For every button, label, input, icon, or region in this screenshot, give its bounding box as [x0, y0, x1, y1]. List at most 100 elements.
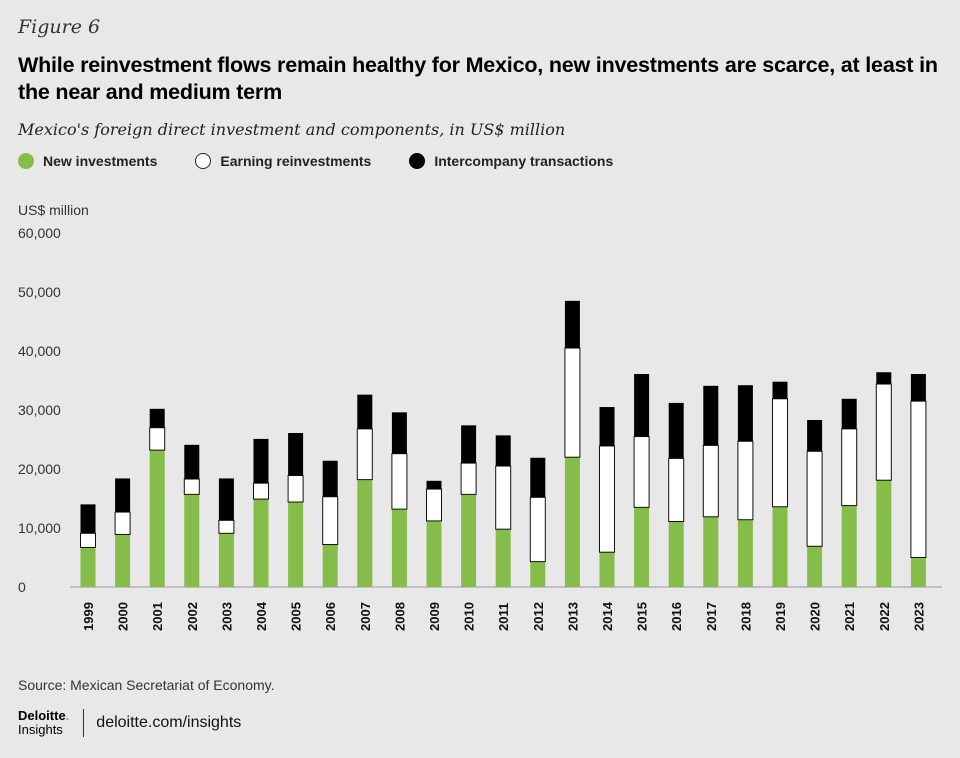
bar-earning-reinvestments-2018 [737, 440, 754, 521]
y-tick-label: 50,000 [18, 284, 61, 300]
bar-earning-reinvestments-2021 [841, 428, 858, 507]
x-tick-label: 2007 [358, 602, 373, 631]
figure-label: Figure 6 [18, 16, 101, 38]
x-tick-label: 2000 [116, 602, 131, 631]
bar-new-investments-2017 [703, 516, 719, 587]
bar-earning-reinvestments-1999 [80, 532, 96, 548]
bar-intercompany-transactions-2008 [391, 412, 407, 454]
brand-dot: . [65, 708, 70, 723]
bar-intercompany-transactions-2017 [703, 385, 719, 446]
bar-intercompany-transactions-2014 [599, 407, 615, 446]
y-tick-label: 20,000 [18, 461, 61, 477]
bar-earning-reinvestments-2006 [322, 496, 339, 546]
bar-earning-reinvestments-2000 [114, 511, 131, 535]
bar-new-investments-2004 [253, 499, 269, 587]
x-tick-label: 2008 [392, 602, 407, 631]
y-tick-label: 30,000 [18, 402, 61, 418]
chart-subtitle: Mexico's foreign direct investment and c… [18, 120, 566, 139]
x-tick-label: 2017 [704, 602, 719, 631]
legend-swatch-new-investments [18, 153, 34, 169]
bar-new-investments-2016 [668, 521, 684, 587]
bar-intercompany-transactions-1999 [80, 504, 96, 534]
site-link[interactable]: deloitte.com/insights [96, 714, 242, 731]
bar-intercompany-transactions-2012 [530, 457, 546, 498]
legend-swatch-intercompany-transactions [409, 153, 426, 169]
bar-new-investments-2008 [391, 509, 407, 587]
legend-item-earning-reinvestments: Earning reinvestments [195, 153, 371, 169]
bar-new-investments-2005 [288, 502, 304, 587]
legend-label: Intercompany transactions [434, 153, 614, 169]
bar-earning-reinvestments-2013 [564, 347, 581, 458]
x-tick-label: 1999 [81, 602, 96, 631]
legend-label: Earning reinvestments [220, 153, 372, 169]
bar-intercompany-transactions-2022 [876, 372, 892, 385]
x-tick-label: 2020 [808, 602, 823, 631]
x-tick-label: 2010 [462, 602, 477, 631]
bar-earning-reinvestments-2014 [599, 445, 615, 553]
y-axis-label: US$ million [18, 202, 89, 218]
x-tick-label: 2013 [565, 602, 580, 631]
x-tick-label: 2004 [254, 601, 269, 631]
x-tick-label: 2014 [600, 601, 615, 631]
bar-new-investments-2006 [322, 544, 338, 587]
bar-new-investments-2007 [357, 479, 373, 587]
bar-earning-reinvestments-2009 [426, 488, 442, 522]
x-tick-label: 2011 [496, 603, 511, 631]
bar-intercompany-transactions-2015 [634, 374, 650, 437]
bar-new-investments-2020 [807, 546, 823, 587]
bar-new-investments-2015 [634, 507, 650, 587]
y-tick-label: 40,000 [18, 343, 61, 359]
bar-new-investments-2002 [184, 494, 200, 587]
footer-divider [83, 709, 85, 737]
bar-new-investments-2013 [564, 457, 580, 587]
bar-earning-reinvestments-2001 [149, 427, 166, 451]
bar-intercompany-transactions-2023 [910, 374, 926, 402]
bar-intercompany-transactions-2006 [322, 460, 338, 497]
x-tick-label: 2022 [877, 602, 892, 631]
bar-earning-reinvestments-2008 [391, 453, 408, 510]
bar-earning-reinvestments-2015 [633, 436, 650, 508]
bar-intercompany-transactions-2019 [772, 381, 788, 399]
brand-sub: Insights [18, 722, 63, 737]
bar-earning-reinvestments-2010 [460, 462, 477, 495]
x-tick-label: 2009 [427, 602, 442, 631]
bar-intercompany-transactions-2021 [841, 398, 857, 429]
bar-new-investments-2001 [149, 450, 165, 587]
x-tick-label: 2023 [911, 602, 926, 631]
bar-intercompany-transactions-2005 [288, 433, 304, 476]
bar-intercompany-transactions-2010 [461, 425, 477, 464]
bar-intercompany-transactions-2001 [149, 408, 165, 428]
footer: Deloitte. Insights deloitte.com/insights [18, 709, 241, 737]
bar-earning-reinvestments-2020 [806, 450, 823, 547]
y-tick-label: 60,000 [18, 225, 61, 241]
bar-new-investments-2019 [772, 506, 788, 587]
bar-new-investments-2018 [737, 519, 753, 587]
x-tick-label: 2002 [185, 602, 200, 631]
bar-earning-reinvestments-2022 [875, 383, 892, 481]
y-tick-label: 0 [18, 579, 26, 595]
legend-item-new-investments: New investments [18, 153, 157, 169]
legend-swatch-earning-reinvestments [195, 153, 212, 169]
x-tick-label: 2006 [323, 602, 338, 631]
bar-intercompany-transactions-2002 [184, 444, 200, 480]
bar-new-investments-2011 [495, 529, 511, 587]
bar-new-investments-2009 [426, 520, 442, 587]
legend-label: New investments [43, 153, 158, 169]
bar-earning-reinvestments-2017 [702, 444, 719, 518]
bar-intercompany-transactions-2009 [426, 480, 442, 490]
bar-new-investments-2012 [530, 561, 546, 587]
bar-intercompany-transactions-2000 [115, 478, 131, 513]
bar-intercompany-transactions-2004 [253, 438, 269, 484]
bar-earning-reinvestments-2023 [910, 400, 927, 558]
bar-earning-reinvestments-2016 [668, 457, 685, 523]
bar-intercompany-transactions-2003 [218, 478, 234, 521]
legend-item-intercompany-transactions: Intercompany transactions [409, 153, 613, 169]
bar-earning-reinvestments-2007 [356, 428, 373, 481]
bar-intercompany-transactions-2007 [357, 394, 373, 429]
source-note: Source: Mexican Secretariat of Economy. [18, 677, 275, 693]
bar-new-investments-2022 [876, 480, 892, 587]
bar-earning-reinvestments-2012 [529, 496, 546, 563]
bar-new-investments-2003 [218, 533, 234, 587]
bar-new-investments-2021 [841, 505, 857, 587]
x-tick-label: 2012 [531, 602, 546, 631]
